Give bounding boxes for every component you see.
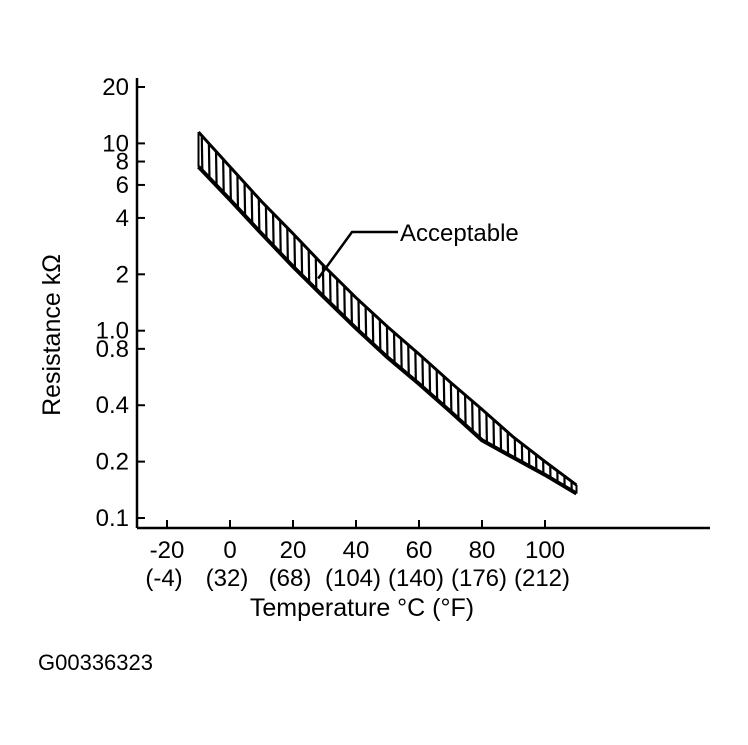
axes <box>135 78 710 530</box>
x-tick-label-fahrenheit: (104) <box>325 565 381 592</box>
y-tick-label: 8 <box>116 149 129 176</box>
y-tick-label: 20 <box>102 74 129 101</box>
y-tick-label: 0.2 <box>96 449 129 476</box>
x-tick-label-fahrenheit: (140) <box>388 565 444 592</box>
x-tick-label-celsius: 20 <box>280 537 307 564</box>
x-tick-label-celsius: 80 <box>469 537 496 564</box>
y-tick-label: 0.4 <box>96 392 129 419</box>
x-tick-label-fahrenheit: (32) <box>206 565 249 592</box>
y-tick-label: 1.0 <box>96 318 129 345</box>
annotation-label: Acceptable <box>400 220 519 247</box>
y-axis-title: Resistance kΩ <box>38 254 66 416</box>
y-tick-label: 0.1 <box>96 505 129 532</box>
acceptable-band <box>197 131 578 496</box>
x-axis-title: Temperature °C (°F) <box>250 594 474 622</box>
annotation-leader-line <box>317 230 398 280</box>
y-tick-label: 4 <box>116 205 129 232</box>
band-lower-boundary <box>197 165 578 496</box>
x-tick-label-celsius: 40 <box>343 537 370 564</box>
x-tick-label-celsius: -20 <box>150 537 185 564</box>
x-tick-label-celsius: 0 <box>223 537 236 564</box>
y-tick-label: 0.8 <box>96 336 129 363</box>
x-tick-label-fahrenheit: (212) <box>514 565 570 592</box>
x-tick-label-celsius: 100 <box>525 537 565 564</box>
band-upper-boundary <box>197 131 578 487</box>
acceptable-annotation: Acceptable <box>317 220 519 280</box>
x-tick-label-fahrenheit: (176) <box>451 565 507 592</box>
x-tick-label-fahrenheit: (-4) <box>145 565 182 592</box>
x-tick-label-fahrenheit: (68) <box>269 565 312 592</box>
y-tick-label: 2 <box>116 261 129 288</box>
y-tick-label: 10 <box>102 130 129 157</box>
y-tick-label: 6 <box>116 172 129 199</box>
x-tick-label-celsius: 60 <box>406 537 433 564</box>
x-ticks: -20(-4) 0(32) 20(68) 40(104) 60(140) 80(176) 1… <box>145 520 570 592</box>
figure-id: G00336323 <box>38 650 153 675</box>
